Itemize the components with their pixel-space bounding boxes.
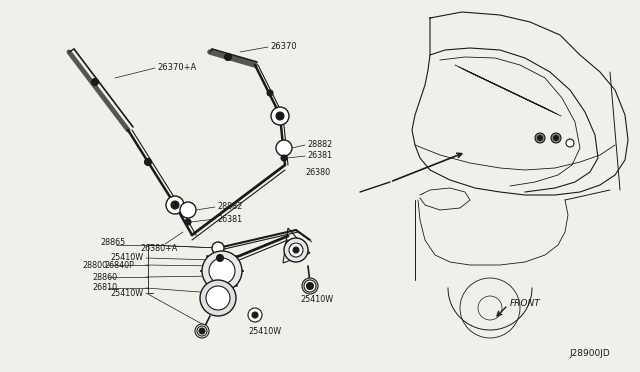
Circle shape [209, 258, 235, 284]
Circle shape [307, 282, 314, 289]
Circle shape [171, 201, 179, 209]
Circle shape [212, 242, 224, 254]
Circle shape [271, 107, 289, 125]
Text: 26381: 26381 [217, 215, 242, 224]
Circle shape [180, 202, 196, 218]
Text: 26380+A: 26380+A [140, 244, 177, 253]
Circle shape [302, 278, 318, 294]
Circle shape [276, 140, 292, 156]
Circle shape [252, 312, 258, 318]
Circle shape [248, 308, 262, 322]
Text: 26370+A: 26370+A [157, 62, 196, 71]
Circle shape [199, 328, 205, 334]
Circle shape [202, 251, 242, 291]
Text: 25410W: 25410W [248, 327, 281, 337]
Text: 28882: 28882 [307, 140, 332, 148]
Circle shape [293, 247, 299, 253]
Circle shape [145, 158, 152, 166]
Text: 26380: 26380 [305, 167, 330, 176]
Text: J28900JD: J28900JD [569, 349, 610, 358]
Circle shape [197, 326, 207, 336]
Text: D: D [214, 294, 221, 302]
Circle shape [304, 280, 316, 292]
Text: 26381: 26381 [307, 151, 332, 160]
Circle shape [538, 135, 543, 141]
Text: 26810: 26810 [92, 283, 117, 292]
Circle shape [195, 324, 209, 338]
Circle shape [551, 133, 561, 143]
Circle shape [216, 254, 223, 262]
Text: 25410W: 25410W [110, 253, 143, 263]
Text: 28860: 28860 [92, 273, 117, 282]
Text: FRONT: FRONT [510, 298, 541, 308]
Circle shape [166, 196, 184, 214]
Text: 25410W: 25410W [300, 295, 333, 305]
Circle shape [92, 78, 99, 86]
Text: 26840P: 26840P [104, 260, 134, 269]
Circle shape [554, 135, 559, 141]
Text: 28800: 28800 [82, 260, 107, 269]
Text: 25410W: 25410W [110, 289, 143, 298]
Circle shape [281, 155, 287, 161]
Circle shape [267, 90, 273, 96]
Circle shape [289, 243, 303, 257]
Circle shape [225, 54, 232, 61]
Circle shape [200, 280, 236, 316]
Circle shape [566, 139, 574, 147]
Circle shape [535, 133, 545, 143]
Text: 26370: 26370 [270, 42, 296, 51]
Circle shape [276, 112, 284, 120]
Circle shape [206, 286, 230, 310]
Circle shape [185, 219, 191, 225]
Text: 28865: 28865 [100, 237, 125, 247]
Circle shape [284, 238, 308, 262]
Text: 28882: 28882 [217, 202, 243, 211]
